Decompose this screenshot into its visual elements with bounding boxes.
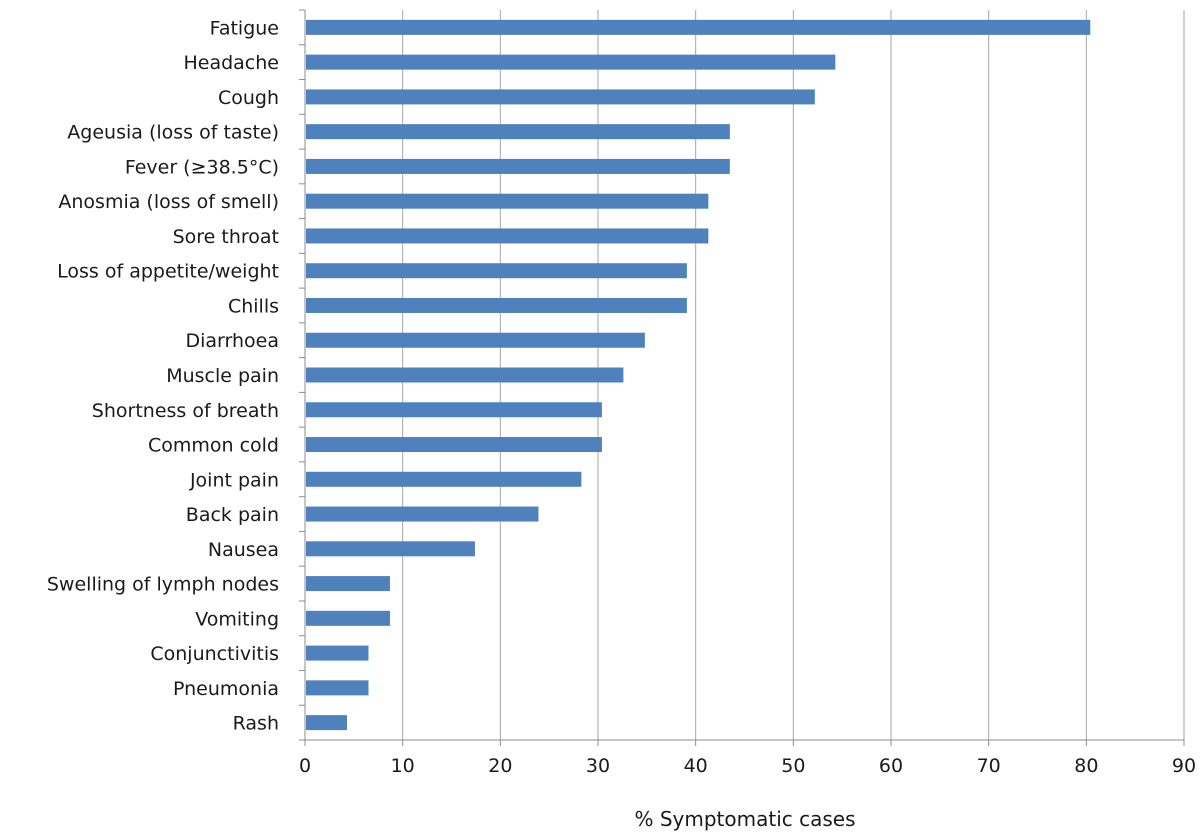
category-label: Joint pain xyxy=(189,469,279,491)
x-tick-label: 80 xyxy=(1074,755,1098,777)
category-label: Headache xyxy=(183,52,279,74)
bars xyxy=(306,19,1091,731)
category-label: Rash xyxy=(233,713,279,735)
x-tick-label: 50 xyxy=(781,755,805,777)
bar xyxy=(306,124,730,140)
bar xyxy=(306,506,539,522)
bar xyxy=(306,332,645,348)
x-tick-labels: 0 10 20 30 40 50 60 70 80 90 xyxy=(299,755,1196,777)
x-tick-label: 40 xyxy=(684,755,708,777)
category-label: Loss of appetite/weight xyxy=(57,261,279,283)
category-labels: Fatigue Headache Cough Ageusia (loss of tas… xyxy=(47,17,279,734)
category-label: Sore throat xyxy=(173,226,279,248)
bar xyxy=(306,471,582,487)
bar xyxy=(306,367,624,383)
category-label: Vomiting xyxy=(195,608,279,630)
bar xyxy=(306,263,687,279)
x-tick-label: 70 xyxy=(977,755,1001,777)
bar xyxy=(306,297,687,313)
category-label: Muscle pain xyxy=(166,365,279,387)
category-label: Nausea xyxy=(208,539,279,561)
x-tick-label: 20 xyxy=(488,755,512,777)
category-label: Anosmia (loss of smell) xyxy=(58,191,279,213)
bar xyxy=(306,19,1091,35)
axes xyxy=(299,9,1185,746)
category-label: Back pain xyxy=(186,504,279,526)
x-tick-label: 0 xyxy=(299,755,311,777)
category-label: Chills xyxy=(228,295,279,317)
category-label: Fatigue xyxy=(210,17,279,39)
x-tick-label: 10 xyxy=(391,755,415,777)
bar xyxy=(306,193,709,209)
category-label: Fever (≥38.5°C) xyxy=(125,156,279,178)
category-label: Diarrhoea xyxy=(185,330,279,352)
bar xyxy=(306,402,602,418)
x-tick-label: 60 xyxy=(879,755,903,777)
x-axis-title: % Symptomatic cases xyxy=(634,807,855,831)
bar xyxy=(306,89,815,105)
x-tick-label: 30 xyxy=(586,755,610,777)
bar xyxy=(306,437,602,453)
bar xyxy=(306,610,390,626)
category-label: Pneumonia xyxy=(173,678,279,700)
bar xyxy=(306,680,369,696)
category-label: Cough xyxy=(218,87,279,109)
bar xyxy=(306,158,730,174)
bar xyxy=(306,715,347,731)
x-tick-label: 90 xyxy=(1172,755,1196,777)
category-label: Ageusia (loss of taste) xyxy=(67,122,279,144)
bar xyxy=(306,228,709,244)
bar xyxy=(306,645,369,661)
category-label: Shortness of breath xyxy=(92,400,279,422)
category-label: Conjunctivitis xyxy=(150,643,279,665)
bar xyxy=(306,576,390,592)
bar xyxy=(306,541,475,557)
bar xyxy=(306,54,836,70)
category-label: Swelling of lymph nodes xyxy=(47,574,279,596)
category-label: Common cold xyxy=(148,435,279,457)
